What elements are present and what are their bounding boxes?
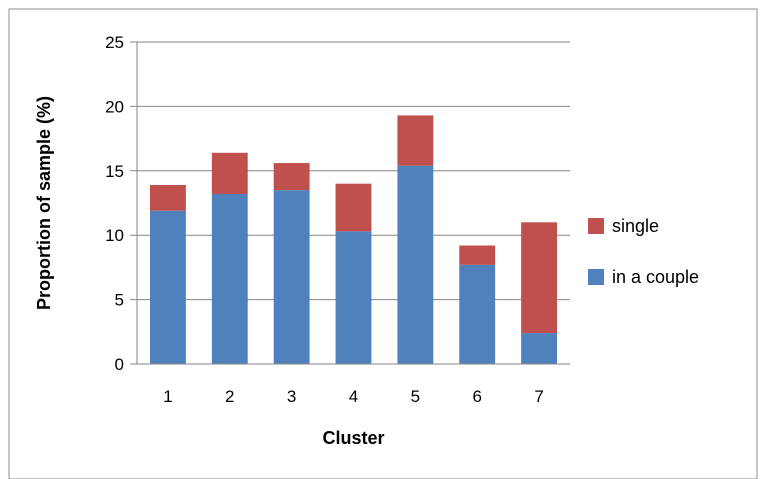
- y-tick-label: 5: [115, 291, 124, 310]
- x-tick-labels: 1 2 3 4 5 6 7: [163, 387, 544, 406]
- bar-cluster-7-in-a-couple: [521, 333, 558, 364]
- bar-cluster-6-single: [459, 245, 496, 265]
- y-tick-label: 10: [105, 226, 124, 245]
- y-tick-label: 20: [105, 97, 124, 116]
- y-tick-label: 15: [105, 162, 124, 181]
- legend-swatch-single: [588, 218, 604, 234]
- x-tick-label: 6: [472, 387, 481, 406]
- bar-cluster-2-in-a-couple: [211, 193, 248, 364]
- x-tick-label: 2: [225, 387, 234, 406]
- bar-cluster-7-single: [521, 222, 558, 334]
- legend-label: in a couple: [612, 267, 699, 287]
- bar-cluster-5-in-a-couple: [397, 165, 434, 364]
- bar-cluster-3-single: [273, 163, 310, 191]
- x-tick-label: 3: [287, 387, 296, 406]
- y-tick-label: 25: [105, 33, 124, 52]
- x-axis-title: Cluster: [322, 428, 384, 448]
- legend-label: single: [612, 216, 659, 236]
- bar-cluster-1-in-a-couple: [149, 210, 186, 364]
- y-axis-title: Proportion of sample (%): [34, 96, 54, 310]
- bar-cluster-5-single: [397, 115, 434, 166]
- legend: single in a couple: [588, 216, 699, 287]
- x-tick-label: 4: [349, 387, 358, 406]
- bar-cluster-1-single: [149, 184, 186, 211]
- x-tick-label: 1: [163, 387, 172, 406]
- bar-cluster-2-single: [211, 152, 248, 194]
- bar-cluster-4-in-a-couple: [335, 231, 372, 364]
- x-tick-label: 5: [411, 387, 420, 406]
- bar-cluster-3-in-a-couple: [273, 190, 310, 364]
- y-tick-label: 0: [115, 355, 124, 374]
- y-tick-labels: 0 5 10 15 20 25: [105, 33, 124, 374]
- x-tick-label: 7: [534, 387, 543, 406]
- bars-group: [137, 115, 570, 365]
- chart-frame: [8, 8, 758, 479]
- bar-cluster-6-in-a-couple: [459, 264, 496, 364]
- legend-swatch-in-a-couple: [588, 269, 604, 285]
- bar-cluster-4-single: [335, 183, 372, 232]
